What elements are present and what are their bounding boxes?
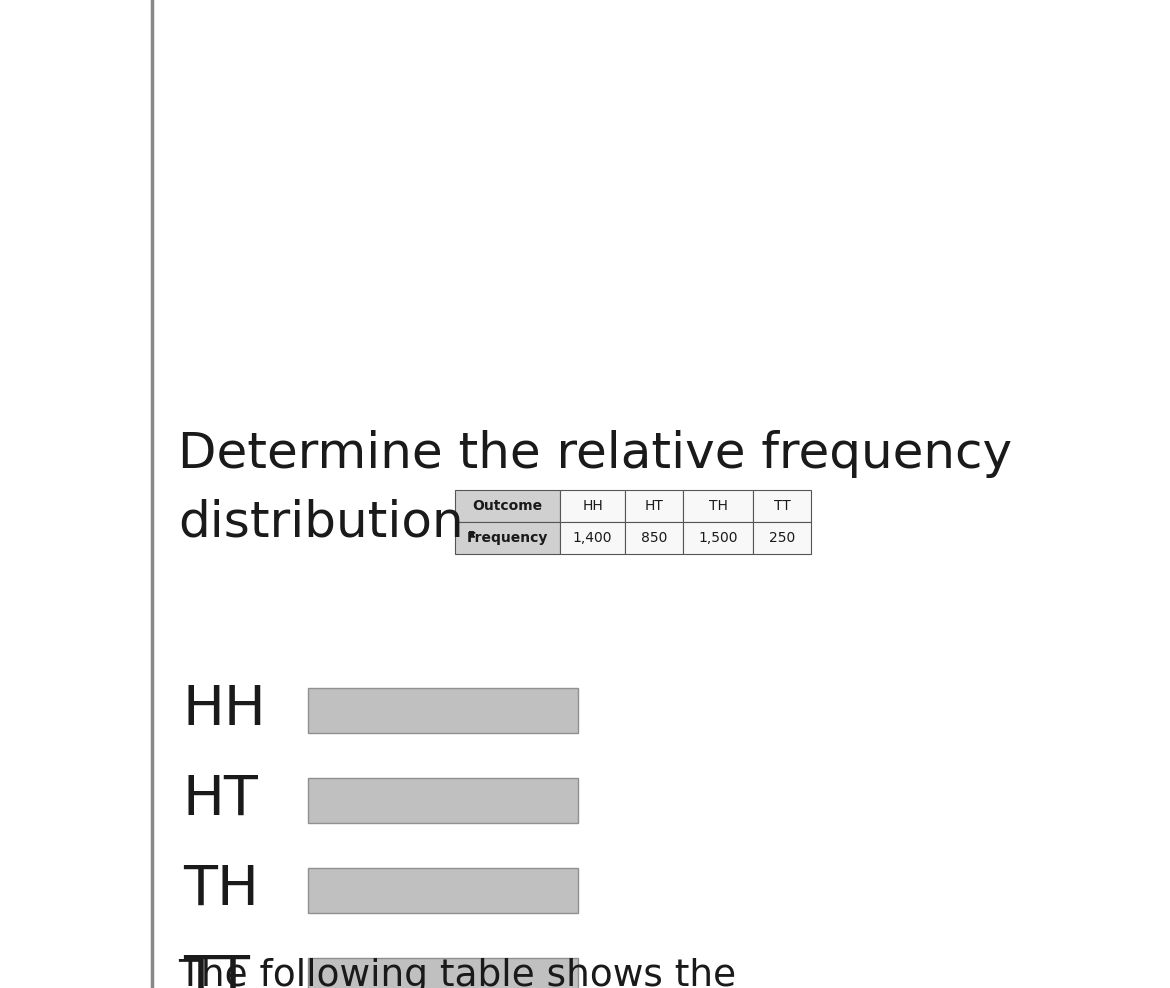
Text: distribution.: distribution. [178, 498, 480, 546]
Bar [753, 490, 811, 522]
Bar [560, 522, 625, 554]
Text: HH: HH [183, 683, 267, 737]
Text: Frequency: Frequency [467, 531, 549, 545]
Bar [455, 522, 560, 554]
Text: TT: TT [183, 953, 250, 988]
Text: TT: TT [773, 499, 791, 513]
Text: HH: HH [583, 499, 603, 513]
Text: 250: 250 [769, 531, 796, 545]
Text: The following table shows the: The following table shows the [178, 958, 736, 988]
Bar [308, 778, 578, 822]
Bar [308, 688, 578, 732]
Text: TH: TH [709, 499, 728, 513]
Text: Determine the relative frequency: Determine the relative frequency [178, 430, 1012, 478]
Text: 1,400: 1,400 [573, 531, 612, 545]
Bar [560, 490, 625, 522]
Bar [625, 490, 683, 522]
Bar [625, 522, 683, 554]
Text: HT: HT [183, 773, 259, 827]
Bar [683, 522, 753, 554]
Bar [753, 522, 811, 554]
Bar [308, 867, 578, 913]
Text: TH: TH [183, 863, 259, 917]
Bar [683, 490, 753, 522]
Text: HT: HT [645, 499, 663, 513]
Text: Outcome: Outcome [473, 499, 543, 513]
Text: 850: 850 [641, 531, 667, 545]
Bar [455, 490, 560, 522]
Text: 1,500: 1,500 [698, 531, 738, 545]
Bar [308, 957, 578, 988]
